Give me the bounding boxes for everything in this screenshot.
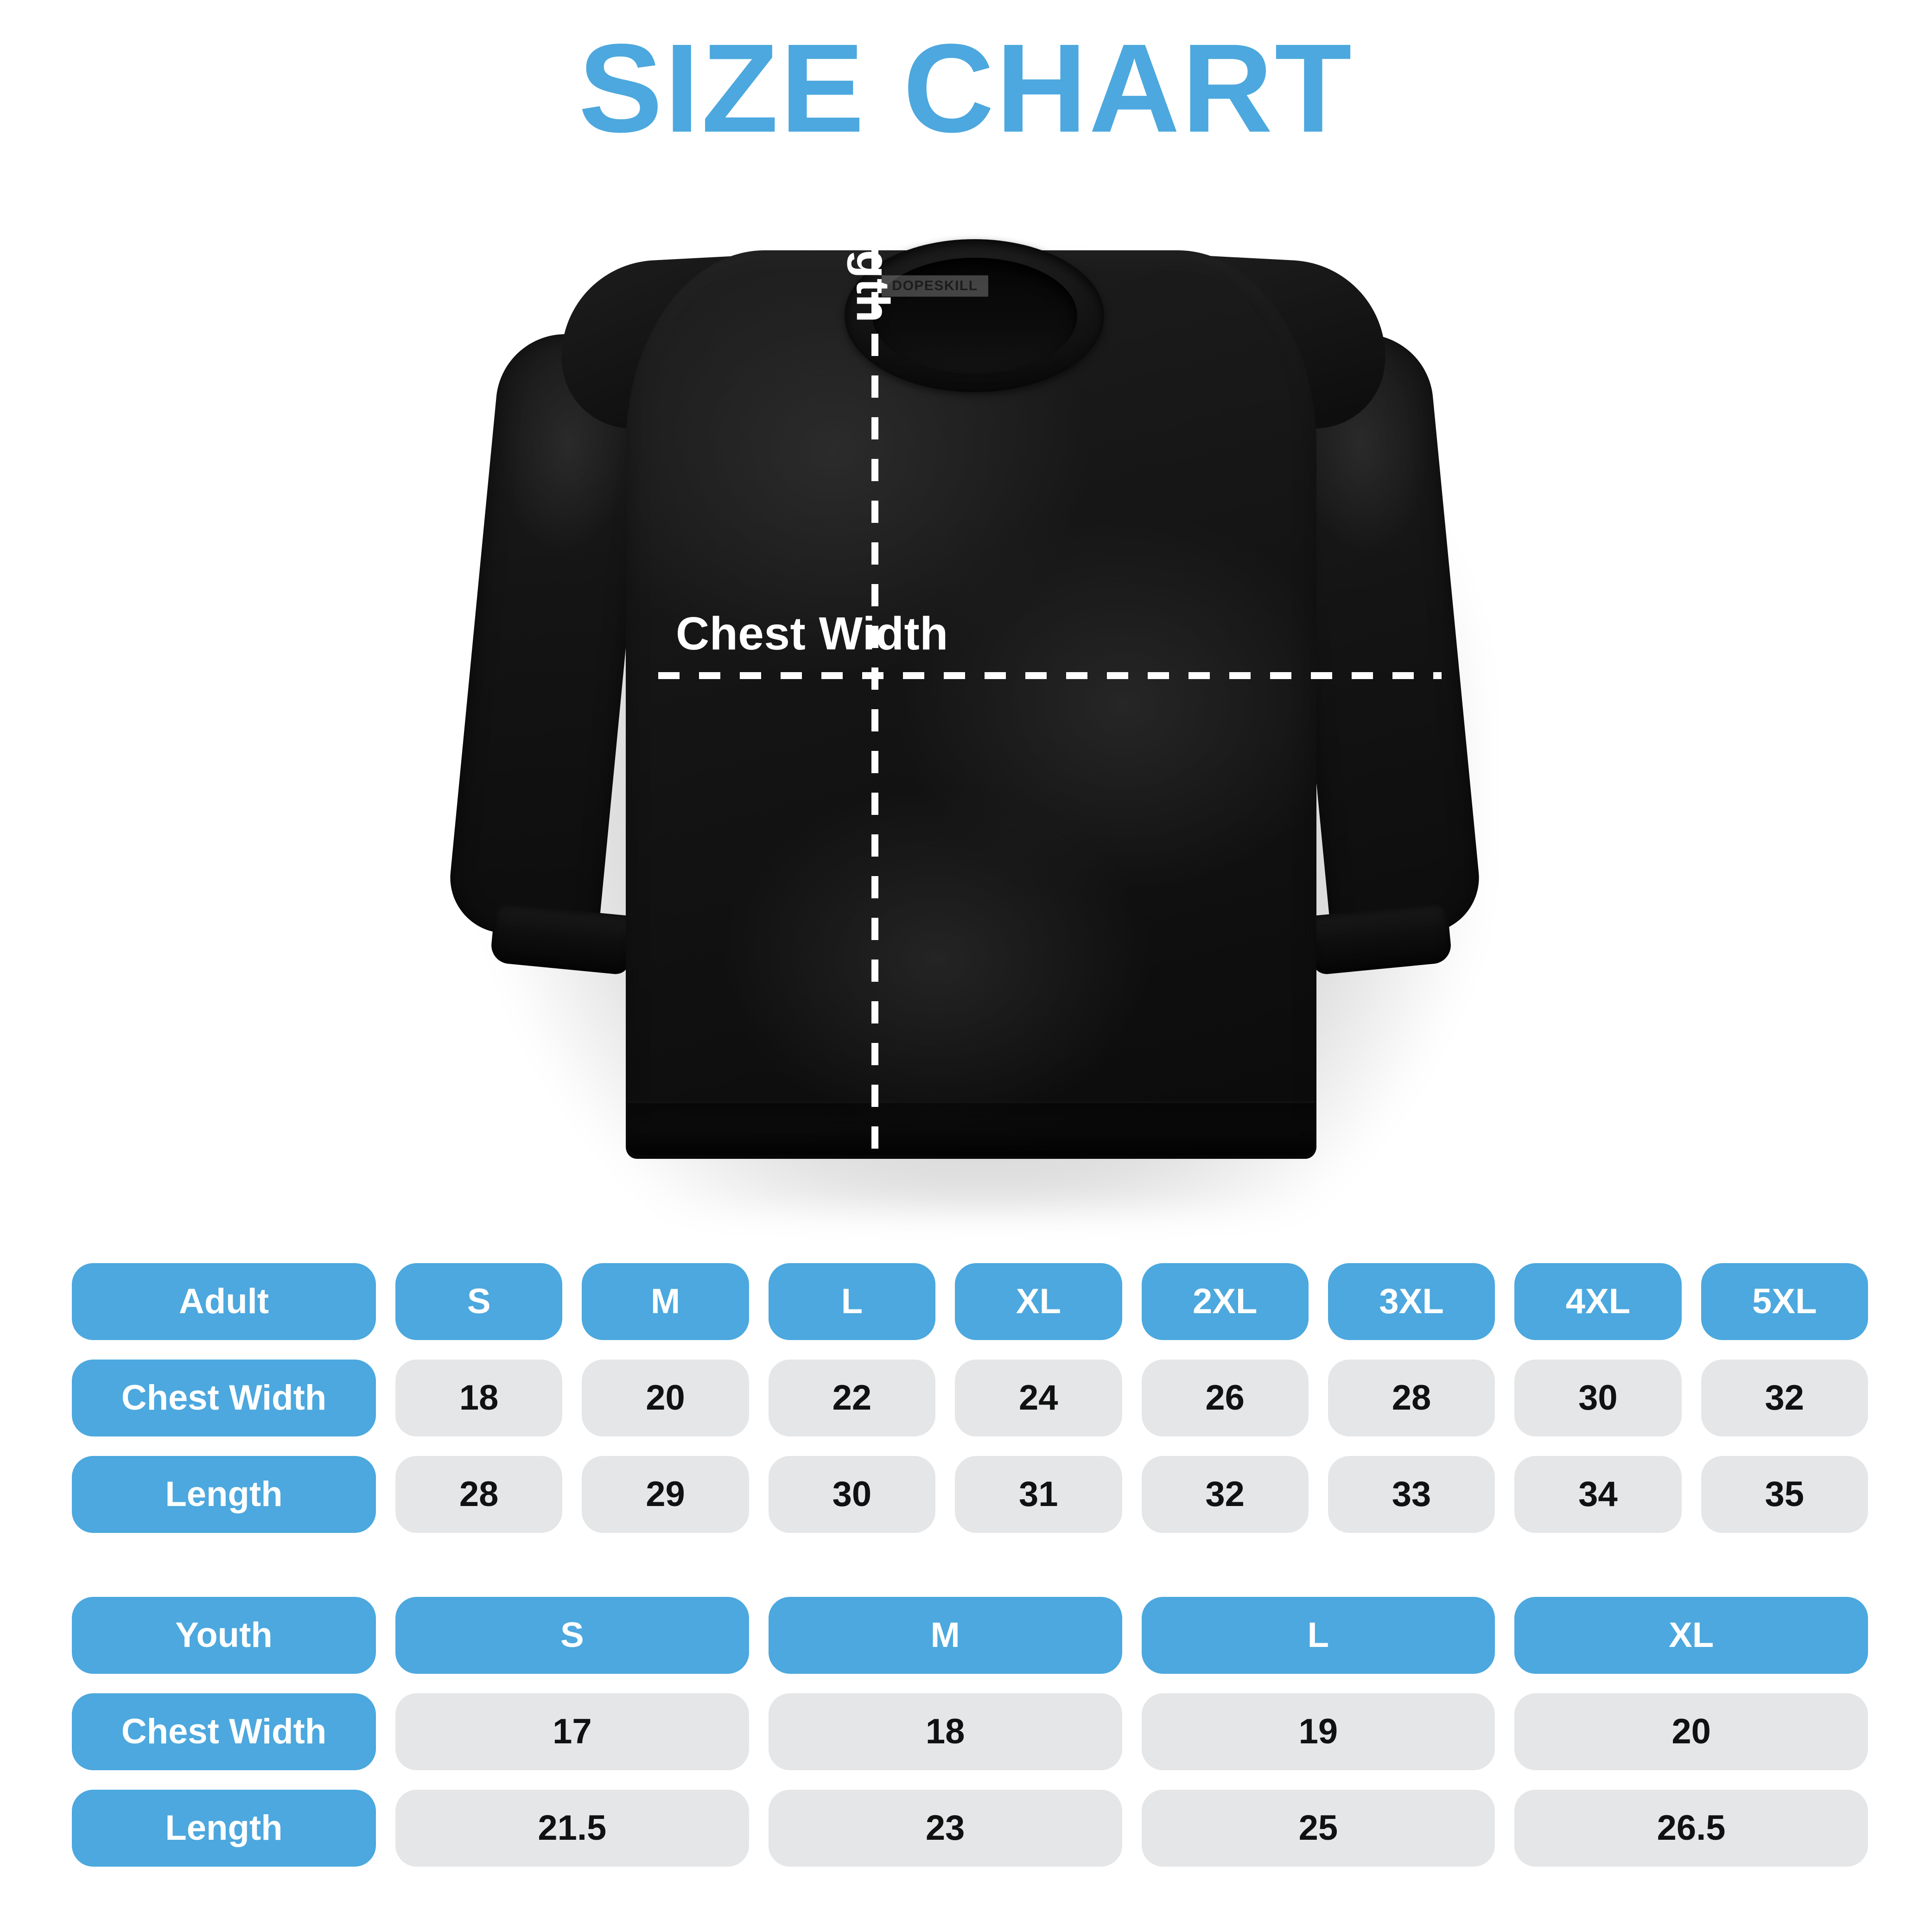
youth-header-row: Youth S M L XL bbox=[72, 1597, 1868, 1674]
youth-length-s: 21.5 bbox=[395, 1790, 749, 1867]
adult-length-label: Length bbox=[72, 1456, 376, 1533]
garment-diagram: DOPESKILL Chest Width Length bbox=[408, 83, 1539, 1224]
adult-length-5xl: 35 bbox=[1701, 1456, 1868, 1533]
adult-length-3xl: 33 bbox=[1328, 1456, 1495, 1533]
adult-length-row: Length 28 29 30 31 32 33 34 35 bbox=[72, 1456, 1868, 1533]
youth-table-title: Youth bbox=[72, 1597, 376, 1674]
shirt-hem bbox=[628, 1101, 1315, 1156]
adult-size-4xl[interactable]: 4XL bbox=[1514, 1263, 1682, 1340]
youth-chest-width-xl: 20 bbox=[1514, 1693, 1868, 1770]
adult-length-s: 28 bbox=[395, 1456, 563, 1533]
adult-chest-width-2xl: 26 bbox=[1141, 1360, 1309, 1436]
neck-tag-logo: DOPESKILL bbox=[882, 275, 988, 297]
youth-length-label: Length bbox=[72, 1790, 376, 1867]
adult-chest-width-row: Chest Width 18 20 22 24 26 28 30 32 bbox=[72, 1360, 1868, 1436]
adult-length-4xl: 34 bbox=[1514, 1456, 1682, 1533]
youth-length-l: 25 bbox=[1141, 1790, 1495, 1867]
adult-size-table: Adult S M L XL 2XL 3XL 4XL 5XL Chest Wid… bbox=[72, 1263, 1868, 1533]
adult-chest-width-4xl: 30 bbox=[1514, 1360, 1682, 1436]
youth-chest-width-s: 17 bbox=[395, 1693, 749, 1770]
youth-chest-width-label: Chest Width bbox=[72, 1693, 376, 1770]
chest-width-label: Chest Width bbox=[676, 608, 948, 660]
adult-chest-width-s: 18 bbox=[395, 1360, 563, 1436]
adult-header-row: Adult S M L XL 2XL 3XL 4XL 5XL bbox=[72, 1263, 1868, 1340]
adult-table-title: Adult bbox=[72, 1263, 376, 1340]
youth-chest-width-m: 18 bbox=[768, 1693, 1122, 1770]
youth-length-xl: 26.5 bbox=[1514, 1790, 1868, 1867]
chest-measure-line bbox=[658, 672, 1442, 679]
length-measure-line bbox=[871, 83, 878, 1163]
adult-chest-width-m: 20 bbox=[582, 1360, 749, 1436]
youth-size-m[interactable]: M bbox=[768, 1597, 1122, 1674]
youth-size-xl[interactable]: XL bbox=[1514, 1597, 1868, 1674]
adult-size-3xl[interactable]: 3XL bbox=[1328, 1263, 1495, 1340]
adult-size-xl[interactable]: XL bbox=[955, 1263, 1122, 1340]
page-title: SIZE CHART bbox=[578, 18, 1354, 159]
adult-length-m: 29 bbox=[582, 1456, 749, 1533]
shirt-body bbox=[626, 250, 1316, 1159]
adult-length-l: 30 bbox=[768, 1456, 936, 1533]
adult-size-2xl[interactable]: 2XL bbox=[1141, 1263, 1309, 1340]
adult-size-m[interactable]: M bbox=[582, 1263, 749, 1340]
youth-size-l[interactable]: L bbox=[1141, 1597, 1495, 1674]
youth-size-table: Youth S M L XL Chest Width 17 18 19 20 L… bbox=[72, 1597, 1868, 1867]
adult-chest-width-l: 22 bbox=[768, 1360, 936, 1436]
youth-length-m: 23 bbox=[768, 1790, 1122, 1867]
adult-chest-width-3xl: 28 bbox=[1328, 1360, 1495, 1436]
adult-chest-width-5xl: 32 bbox=[1701, 1360, 1868, 1436]
adult-size-s[interactable]: S bbox=[395, 1263, 563, 1340]
shirt-collar-opening bbox=[872, 258, 1077, 374]
adult-chest-width-xl: 24 bbox=[955, 1360, 1122, 1436]
youth-chest-width-l: 19 bbox=[1141, 1693, 1495, 1770]
adult-size-5xl[interactable]: 5XL bbox=[1701, 1263, 1868, 1340]
adult-length-2xl: 32 bbox=[1141, 1456, 1309, 1533]
youth-length-row: Length 21.5 23 25 26.5 bbox=[72, 1790, 1868, 1867]
adult-size-l[interactable]: L bbox=[768, 1263, 936, 1340]
length-label: Length bbox=[847, 167, 899, 323]
youth-chest-width-row: Chest Width 17 18 19 20 bbox=[72, 1693, 1868, 1770]
youth-size-s[interactable]: S bbox=[395, 1597, 749, 1674]
adult-length-xl: 31 bbox=[955, 1456, 1122, 1533]
adult-chest-width-label: Chest Width bbox=[72, 1360, 376, 1436]
